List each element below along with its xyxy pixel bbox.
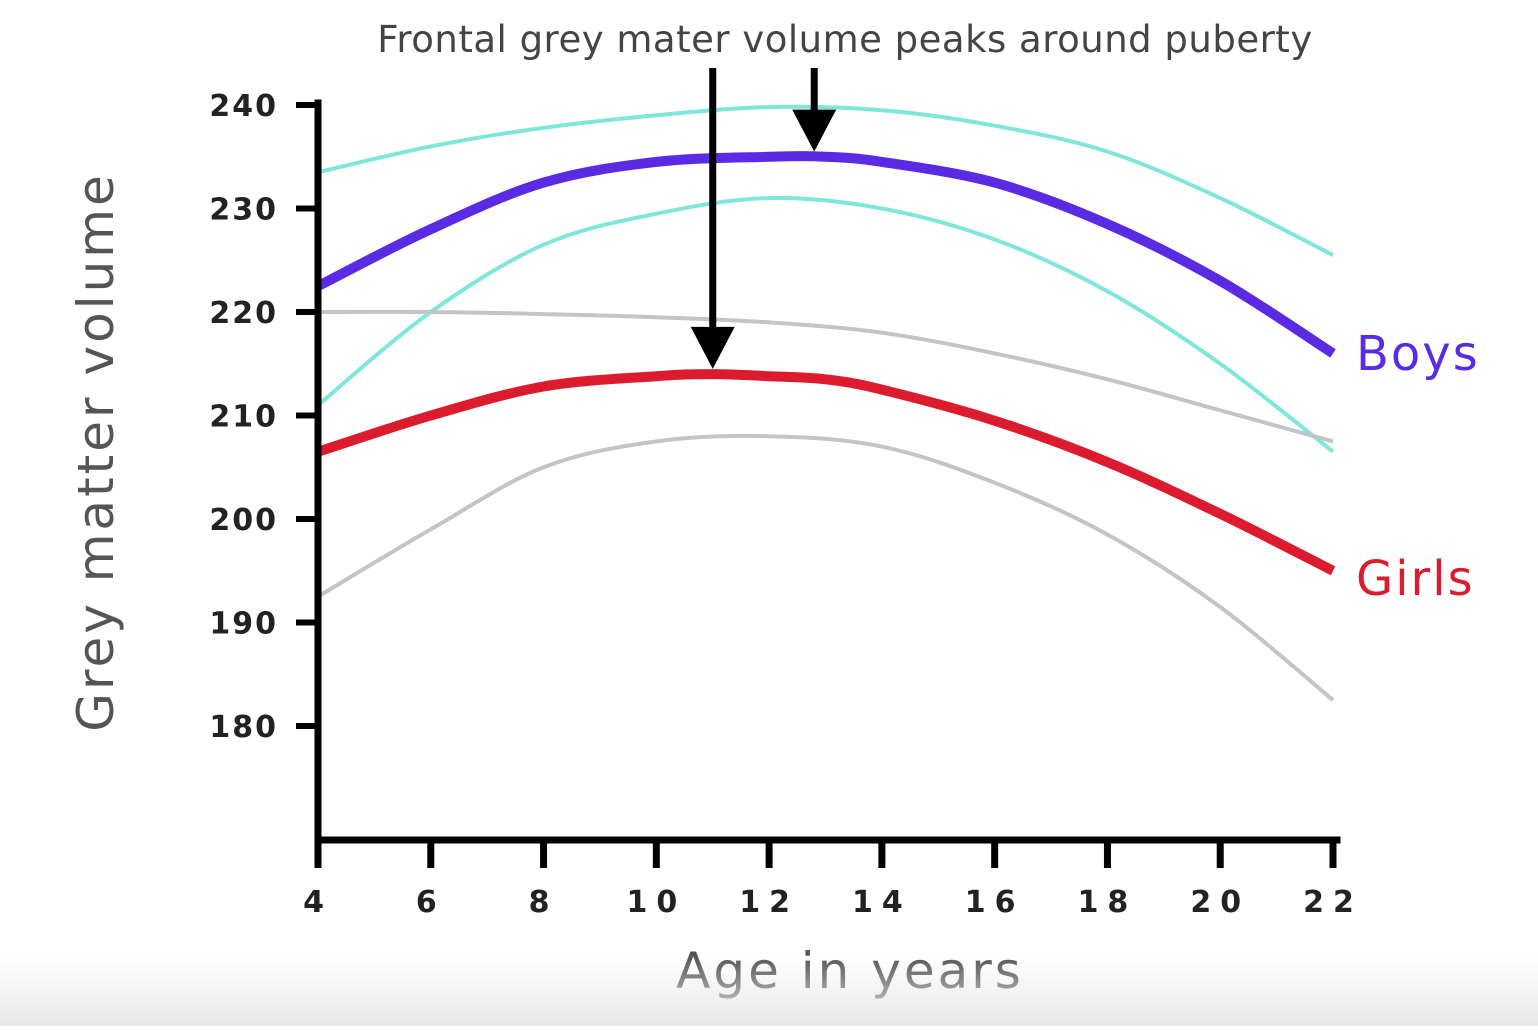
y-tick-label: 200 bbox=[209, 503, 278, 538]
band-line-4 bbox=[317, 309, 1334, 444]
band-line-2 bbox=[317, 104, 1334, 257]
x-tick-label: 18 bbox=[1078, 885, 1138, 920]
confidence-bands bbox=[316, 104, 1335, 702]
y-tick-label: 220 bbox=[209, 296, 278, 331]
x-tick-label: 4 bbox=[303, 885, 333, 920]
x-tick-label: 14 bbox=[852, 885, 912, 920]
series-line-boys bbox=[315, 151, 1336, 358]
mean-lines bbox=[315, 151, 1336, 576]
x-tick-label: 8 bbox=[529, 885, 559, 920]
band-line-3 bbox=[316, 196, 1335, 454]
y-tick-label: 230 bbox=[209, 193, 278, 228]
axes: 180 190 200 210 220 230 240 4 6 8 10 12 14 16 18 20 22 bbox=[209, 89, 1363, 920]
arrow-head bbox=[792, 109, 837, 152]
x-tick-label: 10 bbox=[626, 885, 686, 920]
x-tick-label: 6 bbox=[416, 885, 446, 920]
y-tick-label: 190 bbox=[209, 607, 278, 642]
y-tick-label: 210 bbox=[209, 400, 278, 435]
x-tick-label: 12 bbox=[739, 885, 799, 920]
x-tick-label: 22 bbox=[1303, 885, 1363, 920]
series-label-girls: Girls bbox=[1356, 551, 1475, 607]
chart-annotation: Frontal grey mater volume peaks around p… bbox=[377, 18, 1312, 61]
y-axis-title: Grey matter volume bbox=[67, 172, 125, 731]
series-label-boys: Boys bbox=[1356, 326, 1480, 382]
band-line-5 bbox=[316, 433, 1335, 702]
y-tick-label: 240 bbox=[209, 89, 278, 124]
series-line-girls bbox=[316, 369, 1336, 576]
annotation-arrows bbox=[690, 68, 837, 369]
arrow-head bbox=[690, 326, 735, 369]
x-tick-label: 20 bbox=[1190, 885, 1250, 920]
x-tick-label: 16 bbox=[965, 885, 1025, 920]
y-tick-label: 180 bbox=[209, 710, 278, 745]
x-axis-title: Age in years bbox=[676, 942, 1024, 1000]
